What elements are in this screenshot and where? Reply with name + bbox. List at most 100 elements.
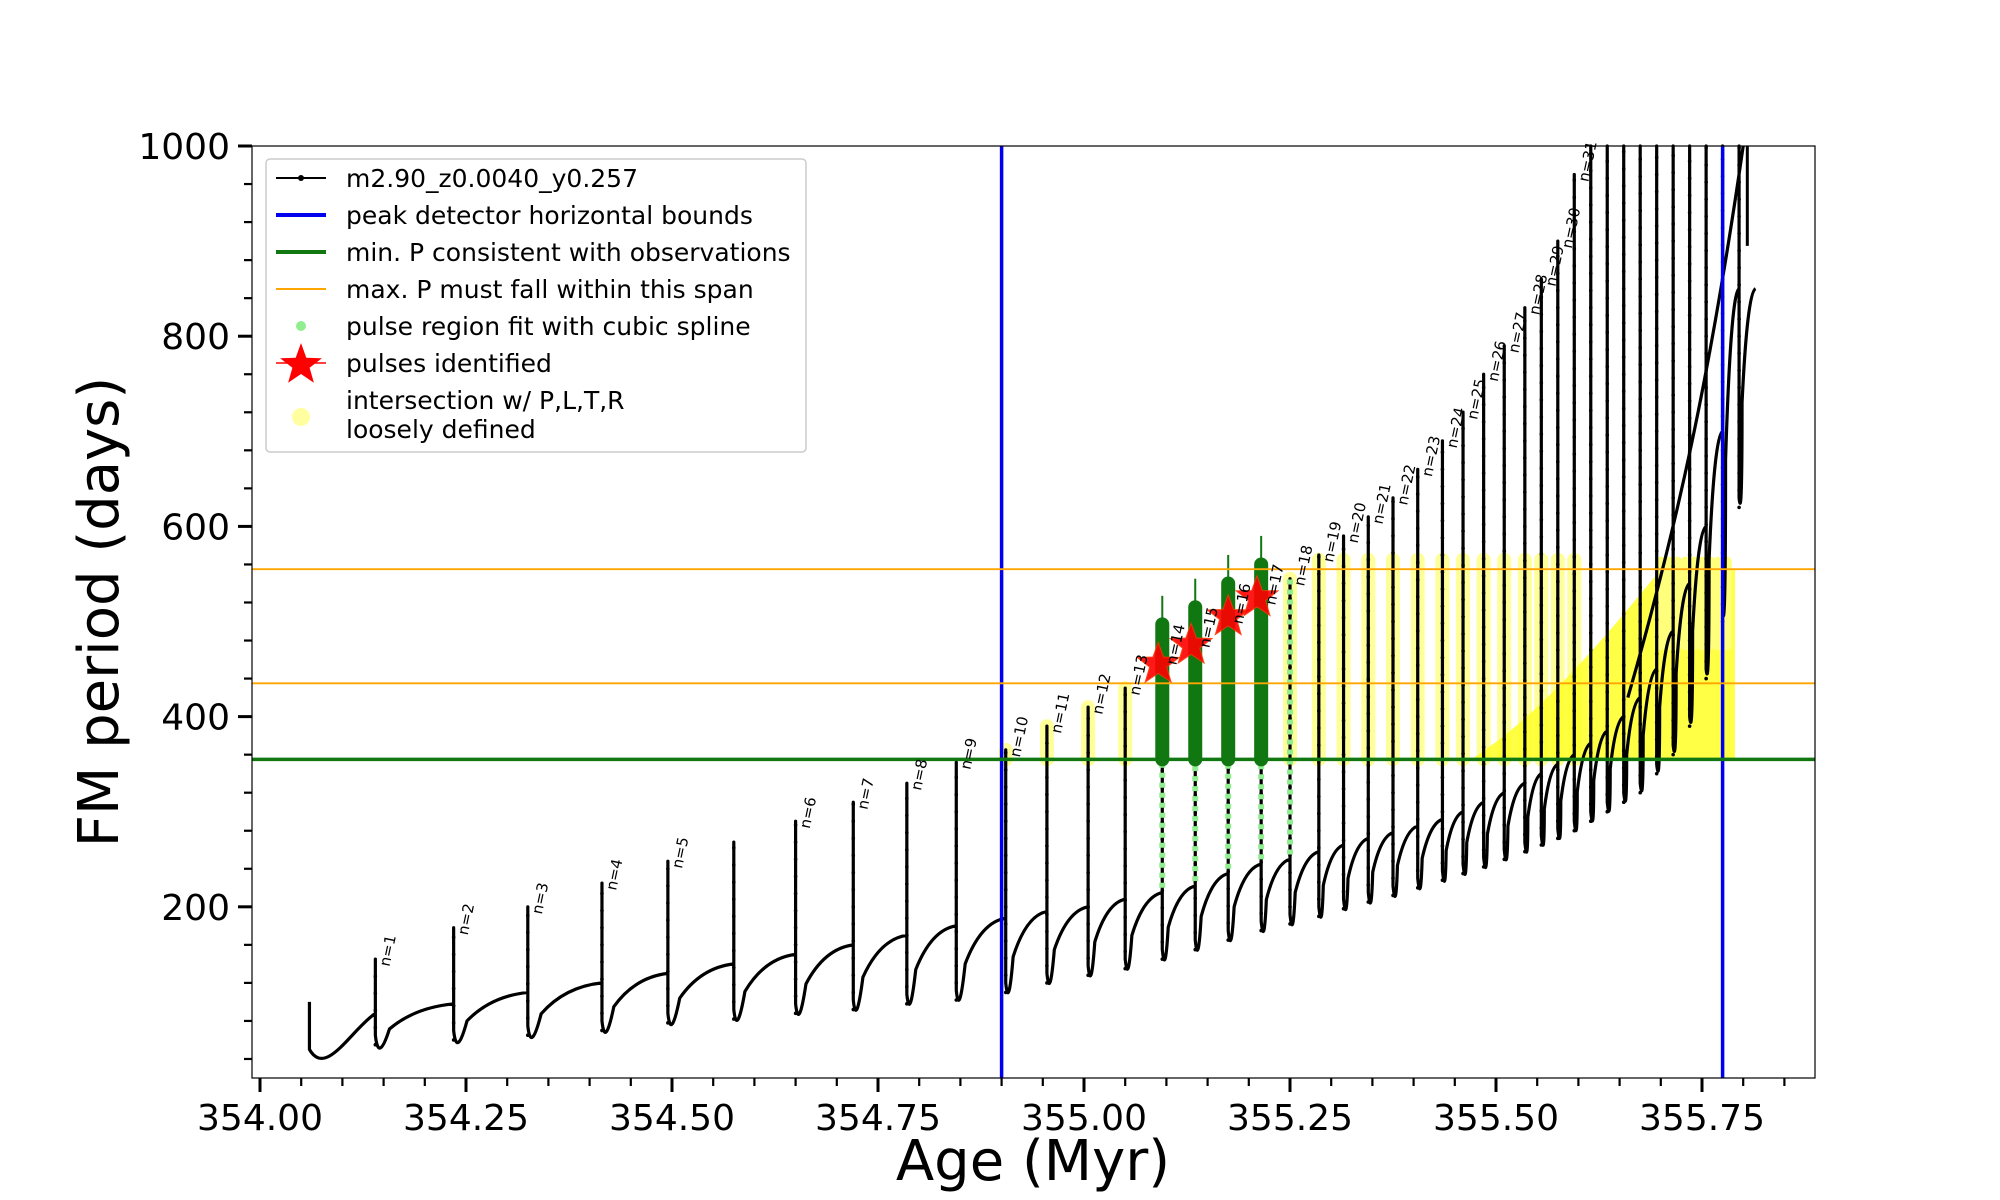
track-point xyxy=(1123,744,1127,748)
track-point xyxy=(1391,859,1395,863)
track-point xyxy=(1588,665,1593,669)
x-tick-label: 355.00 xyxy=(1021,1098,1147,1139)
track-point xyxy=(1704,283,1708,287)
track-point xyxy=(732,897,736,902)
track-point xyxy=(1704,539,1708,544)
track-point xyxy=(1440,467,1445,472)
track-point xyxy=(1588,322,1593,327)
track-point xyxy=(1621,201,1626,205)
track-point xyxy=(1737,163,1741,167)
track-point xyxy=(1160,888,1165,893)
track-point xyxy=(1481,454,1486,458)
track-point xyxy=(1588,494,1593,498)
track-point xyxy=(1523,575,1527,580)
track-point xyxy=(732,914,736,919)
track-point xyxy=(1523,747,1527,751)
track-point xyxy=(1440,604,1445,609)
track-point xyxy=(1556,733,1560,738)
track-point xyxy=(1341,769,1346,774)
track-point xyxy=(1638,328,1642,333)
track-point xyxy=(1671,496,1675,500)
track-point xyxy=(1572,520,1577,525)
track-point xyxy=(1440,553,1445,557)
track-point xyxy=(1481,762,1486,766)
track-point xyxy=(1523,370,1527,375)
track-point xyxy=(373,1008,378,1013)
track-point xyxy=(1556,391,1560,396)
track-point xyxy=(1704,556,1708,561)
track-point xyxy=(732,1017,736,1021)
track-point xyxy=(905,1002,909,1006)
track-point xyxy=(1391,517,1395,521)
track-point xyxy=(1556,579,1560,584)
track-point xyxy=(1259,928,1263,933)
track-point xyxy=(1588,374,1593,378)
track-point xyxy=(1654,361,1659,365)
track-point xyxy=(600,908,604,913)
track-point xyxy=(1502,652,1507,656)
track-point xyxy=(1391,842,1395,846)
track-point xyxy=(1638,174,1642,179)
track-point xyxy=(1556,288,1560,293)
track-point xyxy=(905,933,909,938)
track-point xyxy=(1481,865,1486,869)
track-point xyxy=(1366,729,1371,733)
track-point xyxy=(1045,792,1049,797)
track-point xyxy=(1572,229,1577,234)
track-point xyxy=(1621,663,1626,668)
track-point xyxy=(732,931,736,936)
track-point xyxy=(1638,722,1642,727)
track-point xyxy=(1605,364,1610,369)
track-point xyxy=(1588,614,1593,618)
track-point xyxy=(851,939,856,943)
track-point xyxy=(1671,444,1675,449)
track-point xyxy=(1415,629,1420,633)
track-point xyxy=(1605,638,1610,643)
track-point xyxy=(1123,727,1127,731)
track-point xyxy=(1621,440,1626,445)
track-point xyxy=(793,908,798,913)
track-point xyxy=(1523,524,1527,529)
track-point xyxy=(1638,448,1642,453)
track-point xyxy=(1687,690,1692,694)
track-point xyxy=(1621,235,1626,240)
legend-swatch xyxy=(298,175,304,181)
track-point xyxy=(666,986,670,991)
track-point xyxy=(1523,644,1527,649)
track-point xyxy=(1654,703,1659,707)
track-point xyxy=(600,925,604,930)
track-point xyxy=(1704,522,1708,527)
track-point xyxy=(851,973,856,978)
track-point xyxy=(1086,905,1090,909)
track-point xyxy=(1671,427,1675,432)
track-point xyxy=(1481,659,1486,664)
track-point xyxy=(1588,408,1593,413)
track-point xyxy=(1654,172,1659,177)
track-point xyxy=(954,895,959,900)
track-point xyxy=(793,823,798,827)
track-point xyxy=(1461,666,1465,670)
track-point xyxy=(1556,340,1560,344)
track-point xyxy=(1086,750,1090,755)
track-point xyxy=(1605,655,1610,660)
track-point xyxy=(1605,707,1610,711)
track-point xyxy=(1415,577,1420,582)
track-point xyxy=(1440,792,1445,797)
track-point xyxy=(1415,526,1420,531)
track-point xyxy=(1737,471,1741,475)
track-point xyxy=(905,882,909,886)
track-point xyxy=(1687,381,1692,386)
track-point xyxy=(1415,731,1420,736)
track-point xyxy=(451,1038,456,1042)
track-point xyxy=(1415,594,1420,599)
track-point xyxy=(954,878,959,882)
track-point xyxy=(1654,343,1659,348)
track-point xyxy=(1523,695,1527,700)
track-point xyxy=(1523,541,1527,546)
track-point xyxy=(1572,400,1577,405)
track-point xyxy=(373,974,378,979)
track-point xyxy=(1539,808,1544,813)
track-point xyxy=(1588,391,1593,396)
track-point xyxy=(1588,528,1593,533)
legend-box xyxy=(265,158,807,453)
